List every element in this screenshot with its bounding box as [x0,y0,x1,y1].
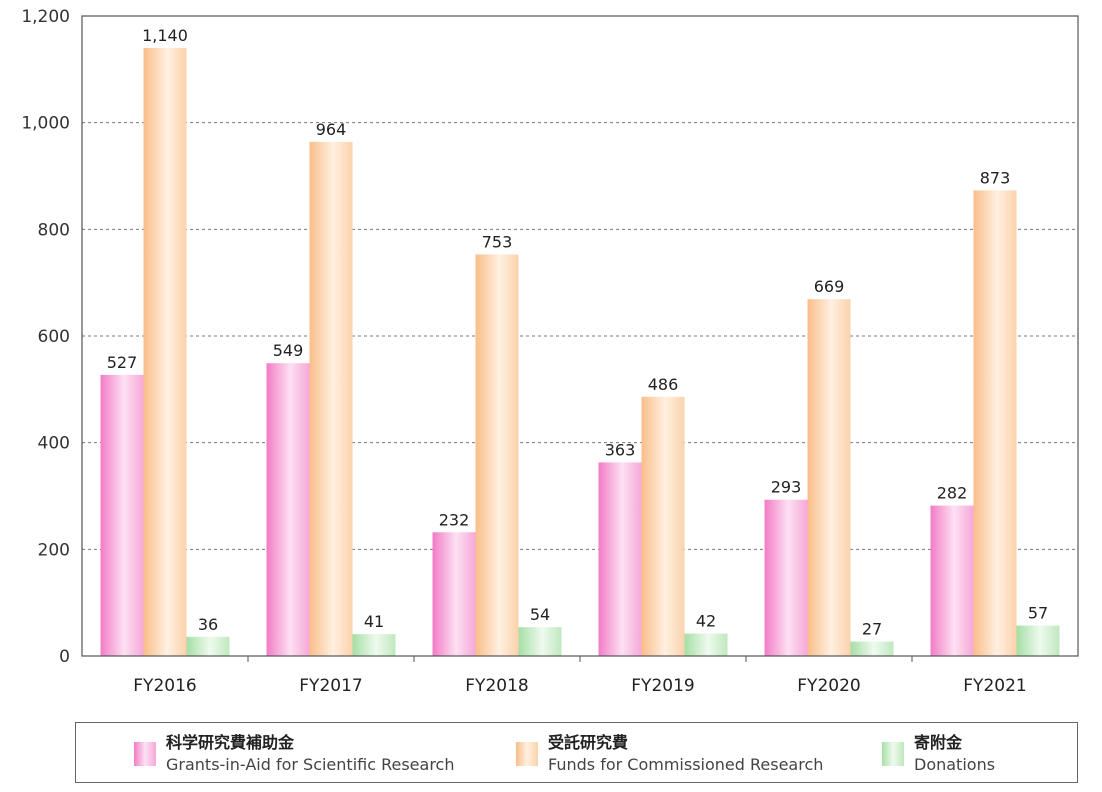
data-label: 753 [482,232,513,251]
bar [309,141,353,656]
bar [475,254,519,656]
bar [684,633,728,656]
bar [764,499,808,656]
data-label: 293 [771,478,802,497]
data-label: 363 [605,440,636,459]
data-label: 54 [530,605,550,624]
x-tick-label: FY2018 [465,676,528,696]
data-label: 486 [648,375,679,394]
x-tick-label: FY2021 [963,676,1026,696]
data-label: 527 [107,353,138,372]
bar [518,627,562,656]
data-label: 669 [814,277,845,296]
data-label: 36 [198,615,218,634]
y-tick-label: 0 [59,647,70,667]
y-tick-label: 200 [38,540,70,560]
x-tick-label: FY2016 [133,676,196,696]
bar [266,363,310,656]
bar [850,641,894,656]
bar [930,505,974,656]
data-label: 873 [980,168,1011,187]
y-tick-label: 1,000 [21,114,70,134]
bar [186,636,230,656]
y-tick-label: 800 [38,220,70,240]
data-label: 27 [862,620,882,639]
legend-label-en: Grants-in-Aid for Scientific Research [166,755,455,774]
bar [641,396,685,656]
x-tick-label: FY2017 [299,676,362,696]
x-tick-label: FY2020 [797,676,860,696]
bar [973,190,1017,656]
legend-swatch-grants [134,742,156,766]
data-label: 282 [937,484,968,503]
bar [432,532,476,656]
bar [352,634,396,656]
bar [1016,625,1060,656]
bar-chart: 0 200 400 600 800 1,000 1,200 527 1,140 36 FY2016 5… [21,7,1079,696]
legend-swatch-commissioned [516,742,538,766]
y-tick-label: 1,200 [21,7,70,27]
data-label: 964 [316,120,347,139]
data-label: 1,140 [142,26,188,45]
legend-label-jp: 寄附金 [914,733,963,752]
data-label: 232 [439,510,470,529]
legend-label-en: Donations [914,755,996,774]
y-tick-label: 600 [38,327,70,347]
legend: 科学研究費補助金 Grants-in-Aid for Scientific Re… [75,722,1078,783]
data-label: 42 [696,612,716,631]
bar [143,48,187,656]
legend-swatch-donations [882,742,904,766]
legend-text-donations: 寄附金 Donations [914,732,995,776]
bar [100,374,144,656]
bar [807,299,851,656]
legend-text-grants: 科学研究費補助金 Grants-in-Aid for Scientific Re… [166,732,454,776]
plot-frame [81,15,1079,657]
y-tick-label: 400 [38,434,70,454]
legend-label-jp: 受託研究費 [548,733,629,752]
legend-label-en: Funds for Commissioned Research [548,755,824,774]
legend-text-commissioned: 受託研究費 Funds for Commissioned Research [548,732,823,776]
data-label: 549 [273,341,304,360]
data-label: 57 [1028,604,1048,623]
data-label: 41 [364,612,384,631]
bar [598,462,642,656]
x-tick-label: FY2019 [631,676,694,696]
legend-label-jp: 科学研究費補助金 [166,733,295,752]
